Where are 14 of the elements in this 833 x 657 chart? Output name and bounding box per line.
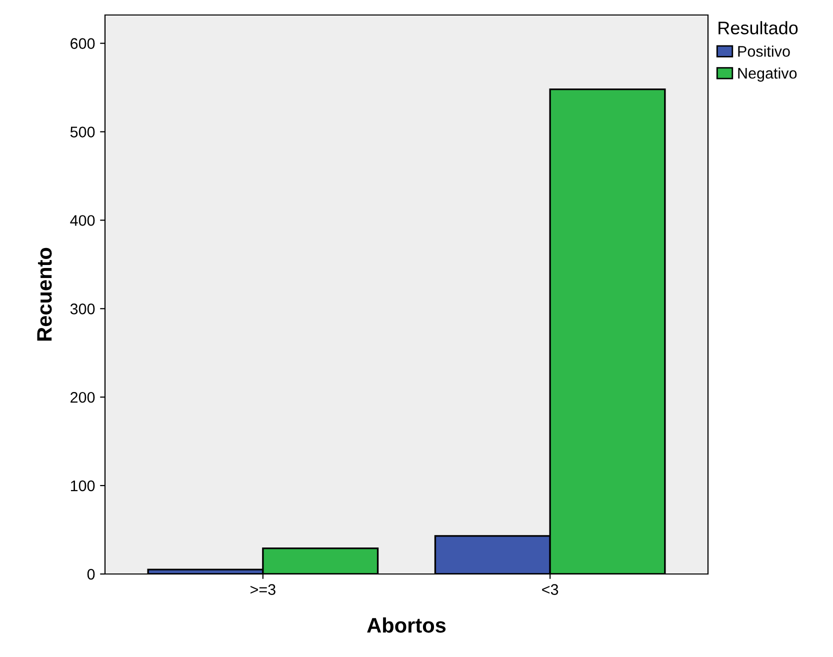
y-tick-label: 0: [87, 568, 95, 580]
y-axis-title: Recuento: [37, 248, 52, 341]
y-tick-label: 600: [70, 38, 95, 49]
x-tick-label: <3: [542, 584, 558, 595]
legend-label: Positivo: [738, 46, 790, 57]
y-tick-label: 500: [70, 126, 95, 138]
y-tick-label: 200: [70, 392, 95, 403]
legend-title: Resultado: [718, 21, 798, 34]
x-axis-title: Abortos: [367, 617, 446, 633]
x-tick-label: >=3: [250, 584, 276, 595]
y-tick-label: 400: [70, 215, 95, 226]
y-tick-label: 100: [70, 480, 95, 492]
legend-label: Negativo: [738, 67, 797, 82]
y-tick-label: 300: [70, 304, 95, 314]
